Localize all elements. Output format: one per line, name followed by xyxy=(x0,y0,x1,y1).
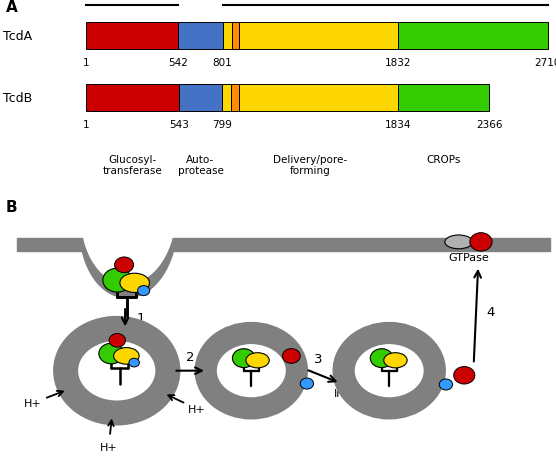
Bar xyxy=(239,85,399,112)
Text: 1: 1 xyxy=(83,58,90,68)
Bar xyxy=(222,23,232,50)
Text: A: A xyxy=(128,0,137,2)
Text: 801: 801 xyxy=(213,58,232,68)
Circle shape xyxy=(137,286,150,296)
Circle shape xyxy=(470,233,492,252)
Text: 3: 3 xyxy=(314,352,322,365)
Bar xyxy=(178,85,222,112)
Circle shape xyxy=(115,257,133,273)
Text: 2: 2 xyxy=(186,351,195,364)
Bar xyxy=(178,23,222,50)
Circle shape xyxy=(232,349,255,368)
Circle shape xyxy=(129,358,140,367)
Text: H+: H+ xyxy=(24,398,42,408)
Circle shape xyxy=(99,343,124,364)
Text: Auto-
protease: Auto- protease xyxy=(177,154,224,176)
Circle shape xyxy=(300,378,314,389)
Bar xyxy=(240,23,398,50)
Circle shape xyxy=(439,379,453,390)
Polygon shape xyxy=(82,239,173,298)
Text: B: B xyxy=(380,0,390,2)
Text: Delivery/pore-
forming: Delivery/pore- forming xyxy=(274,154,348,176)
Text: TcdA: TcdA xyxy=(3,30,32,43)
Text: H+: H+ xyxy=(188,404,206,414)
Text: 1832: 1832 xyxy=(385,58,411,68)
Ellipse shape xyxy=(445,235,473,249)
Bar xyxy=(86,85,178,112)
Circle shape xyxy=(103,269,132,292)
Text: H+: H+ xyxy=(100,442,117,452)
Text: 543: 543 xyxy=(168,119,188,129)
Text: 4: 4 xyxy=(486,306,495,319)
Text: 799: 799 xyxy=(212,119,232,129)
Text: 1834: 1834 xyxy=(385,119,412,129)
Text: B: B xyxy=(6,200,17,215)
Ellipse shape xyxy=(120,274,150,293)
Ellipse shape xyxy=(384,353,407,368)
Text: InsP6: InsP6 xyxy=(334,388,364,398)
Text: 2366: 2366 xyxy=(476,119,502,129)
Text: 1: 1 xyxy=(136,312,145,325)
Text: TcdB: TcdB xyxy=(3,92,32,105)
Circle shape xyxy=(454,367,475,384)
Bar xyxy=(399,85,489,112)
Text: Glucosyl-
transferase: Glucosyl- transferase xyxy=(103,154,162,176)
Text: 1: 1 xyxy=(83,119,90,129)
Bar xyxy=(222,85,231,112)
Circle shape xyxy=(370,349,393,368)
Bar xyxy=(86,23,178,50)
Circle shape xyxy=(282,349,300,364)
Circle shape xyxy=(109,334,126,347)
Text: 542: 542 xyxy=(168,58,188,68)
Bar xyxy=(231,85,239,112)
Text: CROPs: CROPs xyxy=(426,154,461,164)
Ellipse shape xyxy=(113,348,139,364)
Text: A: A xyxy=(6,0,17,15)
Bar xyxy=(398,23,548,50)
Text: 2710: 2710 xyxy=(534,58,556,68)
Ellipse shape xyxy=(246,353,269,368)
Bar xyxy=(232,23,240,50)
Text: GTPase: GTPase xyxy=(448,252,489,263)
